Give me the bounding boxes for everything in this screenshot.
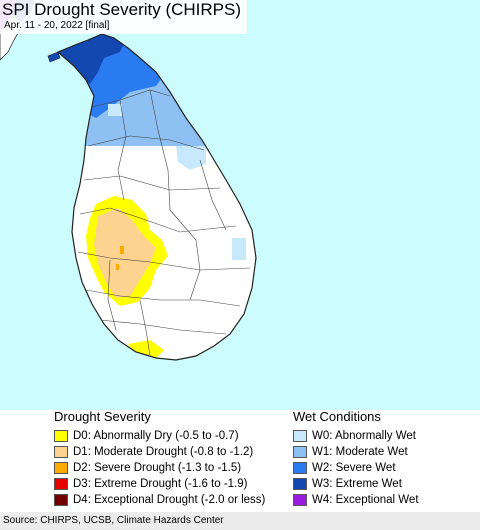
legend-item-d1: D1: Moderate Drought (-0.8 to -1.2): [54, 444, 265, 460]
legend-label-d4: D4: Exceptional Drought (-2.0 or less): [73, 494, 266, 506]
map-panel: [0, 0, 480, 410]
legend-swatch-d2: [54, 462, 68, 474]
drought-d2-patch: [120, 246, 124, 254]
island-outline: [56, 33, 257, 361]
legend-label-w4: W4: Exceptional Wet: [312, 494, 419, 506]
wet-legend: Wet Conditions W0: Abnormally Wet W1: Mo…: [293, 410, 419, 508]
legend-label-w2: W2: Severe Wet: [312, 462, 396, 474]
legend: Drought Severity D0: Abnormally Dry (-0.…: [0, 410, 480, 510]
legend-swatch-d1: [54, 446, 68, 458]
legend-label-d2: D2: Severe Drought (-1.3 to -1.5): [73, 462, 242, 474]
legend-item-d2: D2: Severe Drought (-1.3 to -1.5): [54, 460, 265, 476]
map-subtitle: Apr. 11 - 20, 2022 [final]: [4, 20, 110, 31]
legend-label-d1: D1: Moderate Drought (-0.8 to -1.2): [73, 446, 254, 458]
legend-swatch-d3: [54, 478, 68, 490]
drought-legend-title: Drought Severity: [54, 409, 151, 424]
legend-swatch-d4: [54, 494, 68, 506]
legend-item-w0: W0: Abnormally Wet: [293, 428, 419, 444]
legend-item-w2: W2: Severe Wet: [293, 460, 419, 476]
legend-swatch-w4: [293, 494, 307, 506]
map-title: SPI Drought Severity (CHIRPS): [2, 0, 242, 19]
legend-swatch-w2: [293, 462, 307, 474]
source-footer: Source: CHIRPS, UCSB, Climate Hazards Ce…: [0, 512, 480, 530]
legend-swatch-d0: [54, 430, 68, 442]
district-boundaries: [77, 89, 251, 357]
legend-label-d3: D3: Extreme Drought (-1.6 to -1.9): [73, 478, 248, 490]
legend-swatch-w1: [293, 446, 307, 458]
island-islet: [47, 51, 61, 63]
legend-swatch-w0: [293, 430, 307, 442]
legend-item-w4: W4: Exceptional Wet: [293, 492, 419, 508]
legend-label-w3: W3: Extreme Wet: [312, 478, 402, 490]
title-block: SPI Drought Severity (CHIRPS) Apr. 11 - …: [0, 0, 248, 34]
drought-map: [0, 0, 480, 410]
legend-item-w1: W1: Moderate Wet: [293, 444, 419, 460]
legend-item-d4: D4: Exceptional Drought (-2.0 or less): [54, 492, 265, 508]
legend-swatch-w3: [293, 478, 307, 490]
legend-label-w0: W0: Abnormally Wet: [312, 430, 416, 442]
drought-legend: Drought Severity D0: Abnormally Dry (-0.…: [54, 410, 265, 508]
legend-label-w1: W1: Moderate Wet: [312, 446, 408, 458]
legend-item-d3: D3: Extreme Drought (-1.6 to -1.9): [54, 476, 265, 492]
legend-label-d0: D0: Abnormally Dry (-0.5 to -0.7): [73, 430, 239, 442]
wet-legend-title: Wet Conditions: [293, 409, 381, 424]
drought-d2-patch-2: [116, 264, 119, 270]
wet-w0-patch-north: [108, 104, 122, 116]
wet-w0-patch-southeast: [232, 238, 246, 260]
legend-item-d0: D0: Abnormally Dry (-0.5 to -0.7): [54, 428, 265, 444]
legend-item-w3: W3: Extreme Wet: [293, 476, 419, 492]
wet-w0-patch-east: [176, 146, 206, 170]
